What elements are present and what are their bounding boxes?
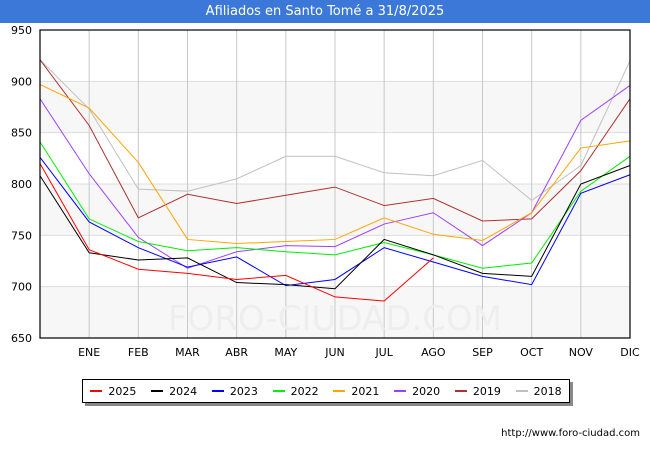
x-tick-label: JUN [324, 346, 345, 359]
y-tick-label: 750 [11, 229, 32, 242]
series-line-2025 [39, 163, 434, 302]
series-line-2023 [39, 157, 631, 287]
y-tick-label: 900 [11, 75, 32, 88]
legend-label: 2023 [229, 384, 258, 398]
x-tick-label: AGO [421, 346, 446, 359]
x-tick-label: MAY [274, 346, 297, 359]
series-line-2021 [39, 83, 631, 245]
legend-label: 2022 [290, 384, 319, 398]
legend-item-2025: 2025 [90, 385, 136, 398]
y-tick-label: 700 [11, 281, 32, 294]
legend-item-2019: 2019 [454, 384, 501, 398]
legend-swatch [515, 390, 528, 392]
y-tick-label: 950 [11, 24, 32, 37]
x-tick-label: ENE [78, 346, 100, 359]
legend-label: 2021 [351, 384, 380, 398]
legend-item-2020: 2020 [394, 385, 440, 398]
legend-swatch [90, 390, 103, 392]
legend-swatch [454, 390, 467, 392]
y-tick-label: 650 [11, 332, 32, 345]
series-line-2019 [39, 59, 631, 222]
x-tick-label: NOV [569, 346, 594, 359]
series-line-2022 [39, 141, 631, 269]
legend-swatch [151, 390, 164, 392]
legend-swatch [211, 390, 224, 392]
plot-border [39, 29, 631, 339]
legend-label: 2018 [533, 384, 562, 398]
series-line-2024 [39, 165, 631, 290]
x-tick-label: OCT [520, 346, 543, 359]
series-line-2018 [39, 59, 631, 202]
legend-item-2018: 2018 [515, 384, 562, 398]
legend-item-2024: 2024 [151, 385, 197, 398]
chart-title: Afiliados en Santo Tomé a 31/8/2025 [0, 0, 650, 23]
legend-swatch [394, 390, 407, 392]
legend-swatch [272, 390, 285, 392]
y-tick-label: 800 [11, 178, 32, 191]
x-tick-label: DIC [620, 346, 640, 359]
x-tick-label: SEP [472, 346, 493, 359]
legend-label: 2019 [472, 384, 501, 398]
legend-label: 2024 [169, 384, 198, 398]
x-tick-label: JUL [374, 346, 393, 359]
source-url[interactable]: http://www.foro-ciudad.com [501, 428, 640, 439]
x-tick-label: FEB [128, 346, 149, 359]
legend: 2025 2024 2023 2022 2021 2020 2019 2018 [82, 379, 570, 403]
legend-label: 2025 [108, 384, 137, 398]
watermark: FORO-CIUDAD.COM [168, 299, 502, 339]
legend-label: 2020 [412, 384, 441, 398]
legend-item-2021: 2021 [333, 385, 379, 398]
legend-item-2022: 2022 [272, 384, 319, 398]
y-tick-label: 850 [11, 127, 32, 140]
legend-swatch [333, 390, 346, 392]
x-tick-label: MAR [175, 346, 200, 359]
legend-item-2023: 2023 [211, 384, 258, 398]
x-tick-label: ABR [225, 346, 248, 359]
